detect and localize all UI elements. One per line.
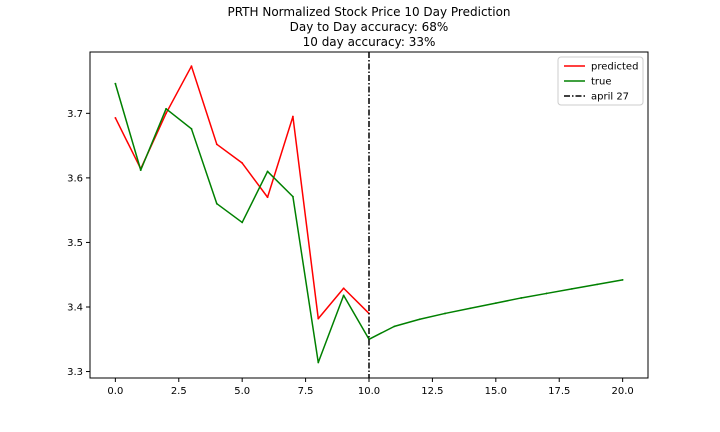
data-point-true [520, 297, 523, 299]
data-point-predicted [165, 112, 167, 115]
data-point-true [215, 202, 218, 205]
data-point-predicted [317, 317, 320, 320]
x-tick-label: 12.5 [421, 386, 443, 397]
chart-title-line-2: Day to Day accuracy: 68% [290, 20, 449, 34]
legend-box [557, 56, 644, 106]
data-point-true [241, 221, 244, 224]
data-point-predicted [342, 287, 345, 290]
legend-label-true: true [591, 77, 612, 88]
data-point-true [418, 318, 421, 321]
data-point-true [165, 107, 167, 110]
x-tick-label: 5.0 [234, 386, 250, 397]
data-point-true [621, 278, 624, 281]
series-line-predicted [114, 65, 370, 320]
legend-label-predicted: predicted [591, 62, 638, 73]
y-tick-label: 3.5 [67, 238, 83, 249]
data-point-true [342, 294, 345, 297]
data-point-true [190, 127, 193, 130]
chart-title-line-1: PRTH Normalized Stock Price 10 Day Predi… [227, 5, 510, 19]
data-point-true [494, 302, 497, 305]
data-point-predicted [190, 65, 193, 68]
series-layer [114, 52, 624, 378]
data-point-predicted [241, 162, 244, 164]
data-point-true [469, 307, 472, 310]
data-point-predicted [215, 143, 218, 146]
y-tick-label: 3.7 [67, 109, 83, 120]
y-tick-label: 3.4 [67, 302, 83, 313]
x-tick-label: 0.0 [107, 386, 123, 397]
chart-title: PRTH Normalized Stock Price 10 Day Predi… [227, 5, 510, 49]
data-point-predicted [266, 196, 269, 199]
data-point-true [292, 195, 294, 198]
data-point-predicted [114, 116, 117, 119]
x-tick-label: 7.5 [298, 386, 314, 397]
chart-title-line-3: 10 day accuracy: 33% [303, 35, 436, 49]
data-point-true [571, 288, 573, 290]
legend-label-april-27: april 27 [591, 92, 629, 103]
data-point-predicted [292, 115, 294, 118]
data-point-true [139, 169, 142, 172]
data-point-true [545, 292, 548, 295]
data-point-true [317, 361, 320, 364]
x-tick-label: 20.0 [612, 386, 634, 397]
x-tick-label: 15.0 [485, 386, 507, 397]
data-point-true [596, 283, 599, 286]
y-tick-label: 3.3 [67, 367, 83, 378]
x-tick-label: 17.5 [548, 386, 570, 397]
data-point-true [266, 170, 269, 173]
legend: predicted true april 27 [557, 56, 644, 106]
x-tick-label: 10.0 [358, 386, 380, 397]
data-point-true [393, 325, 396, 328]
data-point-true [114, 82, 117, 85]
axes: 0.0 2.5 5.0 7.5 10.0 12.5 15.0 17.5 20.0 3.3 3.4 3.… [67, 109, 634, 397]
data-point-true [444, 312, 446, 315]
y-tick-label: 3.6 [67, 173, 83, 184]
x-tick-label: 2.5 [171, 386, 187, 397]
